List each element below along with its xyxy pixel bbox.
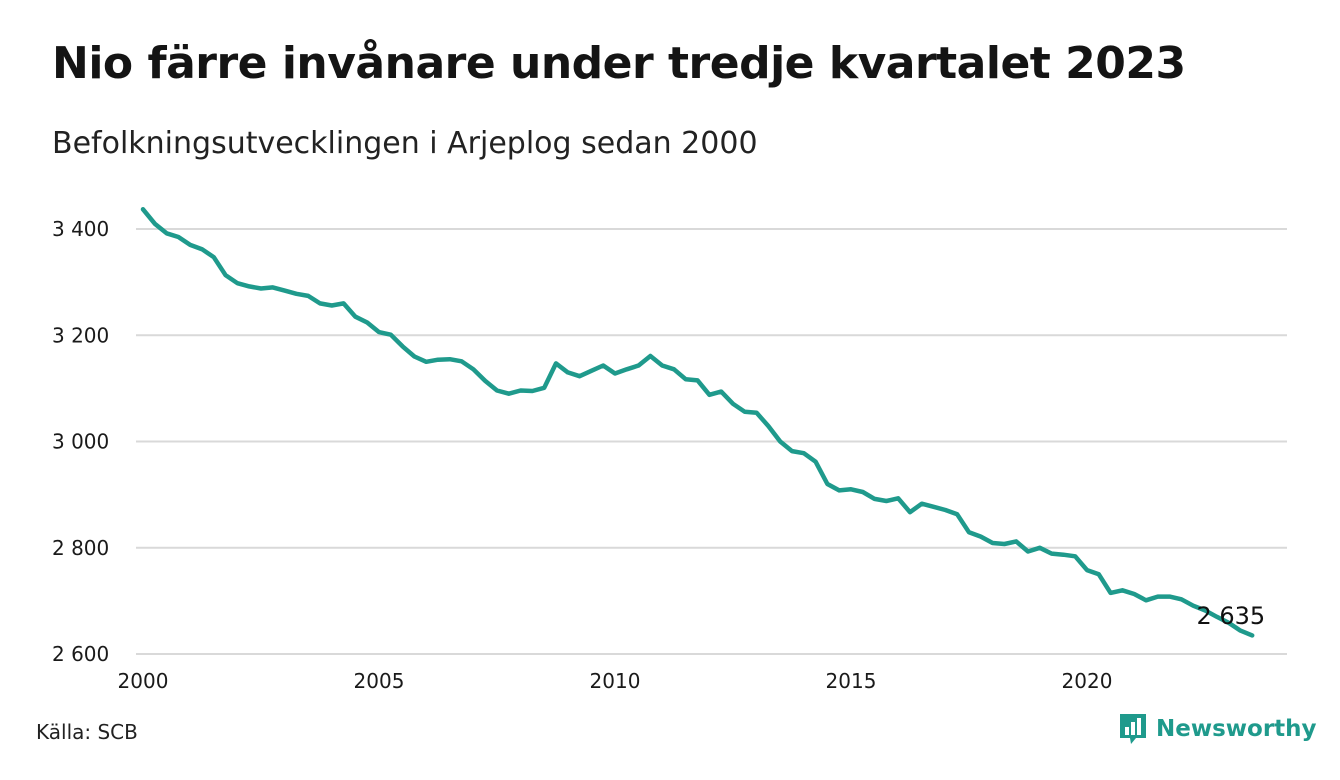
bar-chart-speech-bubble-icon [1120, 714, 1146, 744]
x-tick-label: 2010 [590, 669, 641, 693]
population-series-line [140, 207, 1255, 638]
brand-name: Newsworthy [1156, 716, 1317, 742]
chart-title: Nio färre invånare under tredje kvartale… [52, 38, 1186, 89]
x-tick-label: 2020 [1062, 669, 1113, 693]
y-tick-label: 2 600 [52, 642, 109, 666]
y-tick-label: 2 800 [52, 536, 109, 560]
y-tick-label: 3 000 [52, 430, 109, 454]
x-tick-label: 2015 [826, 669, 877, 693]
y-tick-label: 3 200 [52, 323, 109, 347]
last-value-label: 2 635 [1196, 602, 1265, 630]
x-tick-label: 2000 [118, 669, 169, 693]
y-tick-label: 3 400 [52, 217, 109, 241]
source-note: Källa: SCB [36, 720, 138, 744]
x-tick-label: 2005 [354, 669, 405, 693]
brand-logo[interactable]: Newsworthy [1118, 712, 1317, 746]
chart-subtitle: Befolkningsutvecklingen i Arjeplog sedan… [52, 126, 758, 161]
